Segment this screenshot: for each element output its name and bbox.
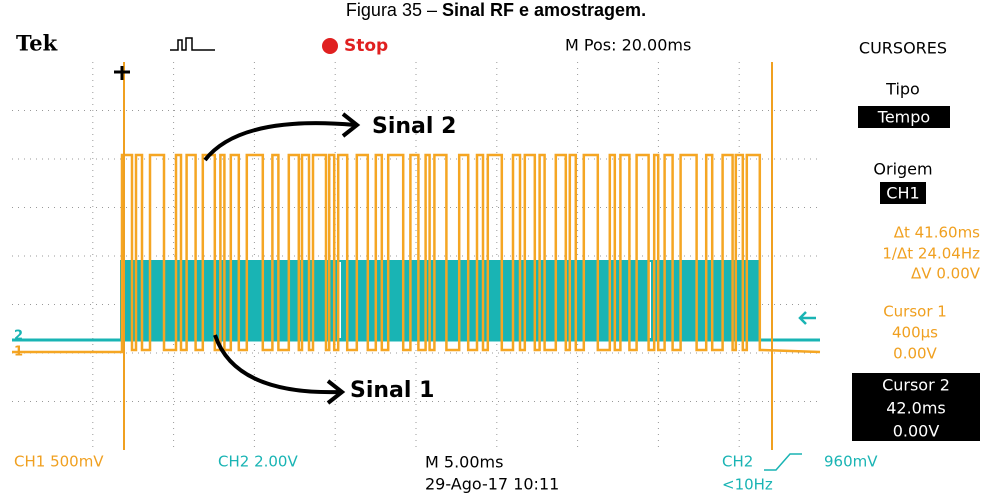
ch2-marker: 2 xyxy=(14,329,23,344)
cursor1-time: 400µs xyxy=(892,324,938,342)
trigger-freq: <10Hz xyxy=(722,476,773,493)
inverse-delta-t: 1/Δt 24.04Hz xyxy=(882,245,980,263)
annotation: Sinal 2 xyxy=(372,114,456,139)
cursor1-title: Cursor 1 xyxy=(883,303,947,321)
brand: Tek xyxy=(16,31,58,56)
stop-dot xyxy=(322,38,338,54)
trigger-source: CH2 xyxy=(722,453,753,471)
type-label: Tipo xyxy=(885,80,920,99)
date: 29-Ago-17 10:11 xyxy=(425,475,559,493)
position: M Pos: 20.00ms xyxy=(565,36,691,55)
cursor1-voltage: 0.00V xyxy=(893,345,937,363)
ch1-marker: 1 xyxy=(14,345,23,360)
ch2-scale: CH2 2.00V xyxy=(218,453,298,471)
caption-title: Sinal RF e amostragem. xyxy=(442,0,646,20)
status: Stop xyxy=(344,36,388,56)
cursor2-voltage: 0.00V xyxy=(893,422,940,441)
source-label: Origem xyxy=(873,160,932,179)
ch1-scale: CH1 500mV xyxy=(14,453,104,471)
figure: Figura 35 – Sinal RF e amostragem. Tek S… xyxy=(0,0,992,493)
type-value: Tempo xyxy=(877,108,930,127)
trigger-level: 960mV xyxy=(824,453,878,471)
cursor2-title: Cursor 2 xyxy=(882,376,950,395)
plot-area: 21 Sinal 2 Sinal 1 xyxy=(12,62,820,450)
cursor2-time: 42.0ms xyxy=(886,399,946,418)
caption-label: Figura 35 – xyxy=(346,0,437,20)
menu: CURSORES xyxy=(859,39,947,58)
delta-v: ΔV 0.00V xyxy=(911,265,981,283)
timebase: M 5.00ms xyxy=(425,453,503,472)
source-value: CH1 xyxy=(886,184,919,203)
delta-t: Δt 41.60ms xyxy=(894,224,980,242)
annotation: Sinal 1 xyxy=(350,378,434,403)
caption: Figura 35 – Sinal RF e amostragem. xyxy=(346,0,646,20)
